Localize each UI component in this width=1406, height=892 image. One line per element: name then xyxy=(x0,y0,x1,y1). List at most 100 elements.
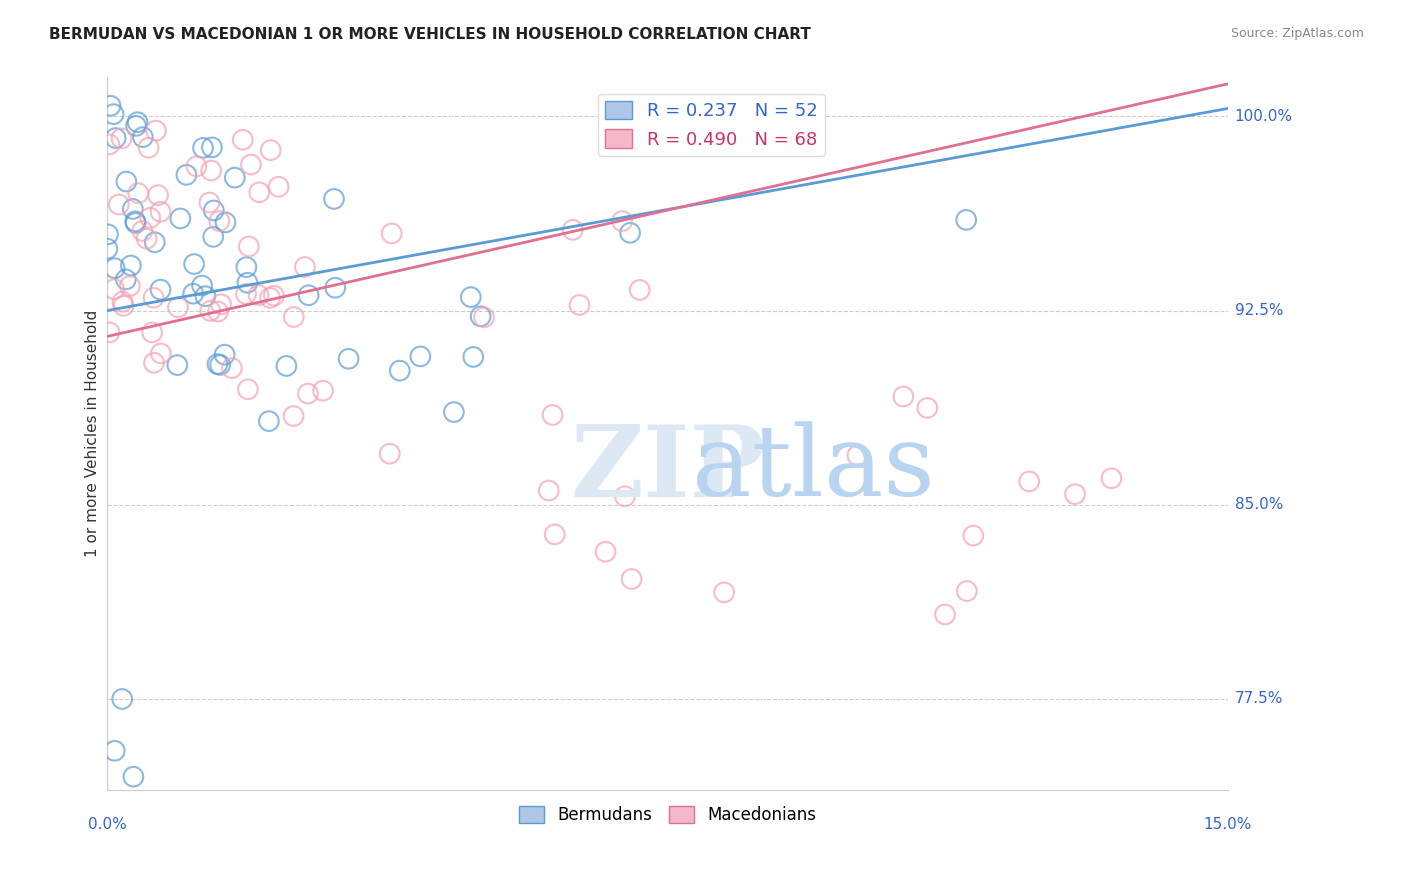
Point xyxy=(267,179,290,194)
Text: 0.0%: 0.0% xyxy=(87,817,127,832)
Point xyxy=(381,227,404,241)
Point xyxy=(537,483,560,498)
Point xyxy=(183,257,205,271)
Point xyxy=(259,291,281,305)
Point xyxy=(260,143,283,157)
Point xyxy=(166,358,188,372)
Point xyxy=(460,290,482,304)
Point xyxy=(235,260,257,274)
Point xyxy=(208,214,231,228)
Point xyxy=(194,289,217,303)
Point xyxy=(236,276,259,290)
Point xyxy=(127,115,149,129)
Point xyxy=(207,357,229,371)
Point xyxy=(124,214,146,228)
Point xyxy=(209,358,232,372)
Point xyxy=(297,386,319,401)
Point xyxy=(181,286,204,301)
Point xyxy=(124,216,146,230)
Point xyxy=(568,298,591,312)
Point xyxy=(104,744,127,758)
Point xyxy=(247,288,270,302)
Point xyxy=(118,279,141,293)
Point xyxy=(191,278,214,293)
Point xyxy=(917,401,939,415)
Point xyxy=(312,384,335,398)
Point xyxy=(236,382,259,396)
Point xyxy=(283,310,305,324)
Point xyxy=(200,304,222,318)
Point xyxy=(544,527,567,541)
Text: atlas: atlas xyxy=(692,421,935,517)
Point xyxy=(561,223,583,237)
Point xyxy=(104,261,127,276)
Point xyxy=(143,356,166,370)
Text: 92.5%: 92.5% xyxy=(1234,303,1284,318)
Point xyxy=(378,447,401,461)
Point xyxy=(104,131,127,145)
Point xyxy=(191,141,214,155)
Point xyxy=(893,389,915,403)
Point xyxy=(97,227,120,242)
Point xyxy=(146,188,169,202)
Point xyxy=(100,99,122,113)
Point xyxy=(323,192,346,206)
Point xyxy=(239,157,262,171)
Point xyxy=(186,159,208,173)
Point xyxy=(298,288,321,302)
Text: 15.0%: 15.0% xyxy=(1204,817,1251,832)
Point xyxy=(610,214,633,228)
Point xyxy=(541,408,564,422)
Point xyxy=(125,119,148,133)
Point xyxy=(235,287,257,301)
Text: 85.0%: 85.0% xyxy=(1234,497,1282,512)
Point xyxy=(149,346,172,360)
Point xyxy=(138,141,160,155)
Text: ZIP: ZIP xyxy=(569,421,765,517)
Point xyxy=(139,211,162,225)
Point xyxy=(409,350,432,364)
Point xyxy=(169,211,191,226)
Point xyxy=(115,272,138,286)
Point xyxy=(145,123,167,137)
Point xyxy=(202,203,225,218)
Point xyxy=(956,584,979,599)
Point xyxy=(713,585,735,599)
Point xyxy=(1064,487,1087,501)
Point xyxy=(143,235,166,250)
Point xyxy=(103,107,125,121)
Point xyxy=(846,449,869,463)
Point xyxy=(934,607,956,622)
Point xyxy=(131,224,153,238)
Point xyxy=(443,405,465,419)
Y-axis label: 1 or more Vehicles in Household: 1 or more Vehicles in Household xyxy=(86,310,100,558)
Point xyxy=(214,348,236,362)
Point xyxy=(121,202,143,216)
Point xyxy=(238,239,260,253)
Point xyxy=(257,414,280,428)
Point xyxy=(96,242,118,256)
Point xyxy=(201,140,224,154)
Point xyxy=(470,310,492,324)
Point xyxy=(221,361,243,376)
Point xyxy=(463,350,485,364)
Point xyxy=(108,197,131,211)
Point xyxy=(619,226,641,240)
Legend: Bermudans, Macedonians: Bermudans, Macedonians xyxy=(512,799,823,831)
Point xyxy=(120,259,142,273)
Point xyxy=(141,326,163,340)
Text: 100.0%: 100.0% xyxy=(1234,109,1292,124)
Point xyxy=(232,133,254,147)
Point xyxy=(112,299,135,313)
Point xyxy=(176,168,198,182)
Point xyxy=(337,351,360,366)
Text: Source: ZipAtlas.com: Source: ZipAtlas.com xyxy=(1230,27,1364,40)
Point xyxy=(263,289,285,303)
Point xyxy=(198,195,221,210)
Point xyxy=(214,215,236,229)
Point xyxy=(110,131,132,145)
Point xyxy=(207,304,229,318)
Point xyxy=(149,204,172,219)
Point xyxy=(294,260,316,274)
Point xyxy=(628,283,651,297)
